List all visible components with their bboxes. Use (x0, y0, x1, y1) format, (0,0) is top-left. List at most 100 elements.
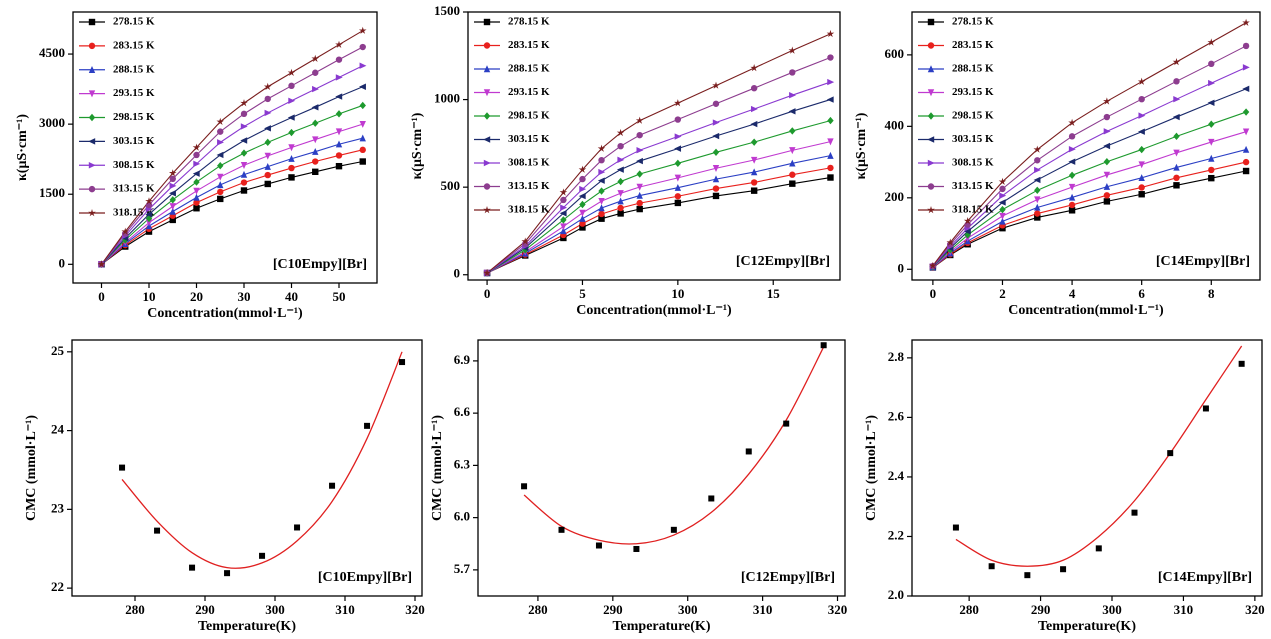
legend-label: 303.15 K (113, 135, 155, 147)
fit-curve (121, 351, 403, 569)
legend-marker (88, 209, 96, 217)
marker (636, 183, 643, 191)
data-point (259, 552, 266, 559)
marker (169, 203, 176, 211)
marker (750, 64, 758, 72)
marker (288, 82, 295, 90)
marker (1034, 210, 1041, 217)
annotation: [C12Empy][Br] (736, 254, 830, 269)
marker (750, 179, 758, 186)
marker (1172, 113, 1180, 121)
marker (1208, 174, 1215, 182)
marker (1138, 174, 1145, 182)
marker (359, 101, 366, 110)
marker (97, 260, 106, 268)
y-axis-label: CMC (mmol·L⁻¹) (864, 415, 879, 521)
marker (579, 220, 586, 227)
legend-marker (483, 183, 491, 190)
marker (193, 193, 200, 201)
data-point (119, 464, 126, 471)
legend-marker (927, 65, 935, 73)
marker (750, 168, 758, 176)
marker (359, 62, 367, 69)
marker (1138, 145, 1145, 154)
marker (193, 160, 201, 168)
data-point (558, 526, 565, 533)
legend-label: 283.15 K (508, 39, 550, 51)
marker (827, 151, 834, 159)
marker (193, 205, 200, 212)
marker (1103, 128, 1111, 135)
marker (193, 151, 200, 159)
legend-marker (927, 136, 935, 143)
legend-label: 288.15 K (952, 63, 994, 75)
marker (712, 81, 720, 89)
marker (750, 120, 758, 128)
legend-label: 308.15 K (113, 159, 155, 171)
legend-marker (88, 113, 96, 122)
marker (522, 246, 529, 254)
marker (963, 228, 971, 235)
marker (217, 181, 224, 189)
data-point (952, 524, 959, 531)
x-tick-label: 6 (1138, 286, 1145, 301)
marker (617, 156, 625, 164)
marker (240, 179, 248, 186)
x-tick-label: 0 (930, 286, 937, 301)
marker (617, 142, 624, 150)
marker (1173, 78, 1180, 85)
data-point (1060, 566, 1067, 573)
legend-marker (483, 18, 491, 26)
marker (216, 117, 225, 126)
marker (311, 54, 320, 62)
y-tick-label: 23 (51, 500, 65, 515)
marker (1173, 182, 1180, 189)
marker (750, 138, 758, 146)
series-line (486, 57, 831, 274)
marker (312, 136, 319, 144)
marker (929, 261, 937, 269)
y-tick-label: 6.0 (454, 509, 470, 524)
data-point (294, 524, 301, 531)
data-point (329, 482, 336, 489)
marker (636, 205, 643, 213)
marker (635, 116, 644, 124)
legend-label: 278.15 K (508, 16, 550, 28)
legend-label: 313.15 K (952, 180, 994, 192)
panel: 280 290 300 310 320 5.7 6.0 6.3 6.6 6.9 Temperatur… (430, 339, 847, 634)
marker (636, 170, 643, 178)
panel: 280 290 300 310 320 2.0 2.2 2.4 2.6 2.8 Temperatur… (864, 339, 1265, 634)
marker (1068, 193, 1076, 201)
marker (1068, 118, 1076, 127)
series-line (486, 155, 831, 274)
series-line (486, 141, 831, 274)
marker (560, 227, 567, 235)
marker (827, 78, 835, 86)
legend-marker (483, 136, 491, 143)
marker (712, 175, 720, 183)
marker (312, 119, 319, 127)
y-tick-label: 5.7 (454, 561, 471, 576)
marker (359, 83, 366, 90)
x-tick-label: 10 (143, 289, 156, 304)
marker (598, 156, 605, 164)
marker (359, 43, 366, 51)
series-line (932, 131, 1247, 268)
marker (287, 114, 295, 121)
marker (750, 187, 758, 194)
y-tick-label: 0 (59, 255, 66, 270)
legend-label: 288.15 K (508, 63, 550, 75)
series-line (486, 176, 831, 274)
marker (1103, 192, 1111, 199)
x-axis-label: Temperature(K) (1038, 619, 1136, 634)
marker (712, 165, 720, 172)
legend-marker (88, 162, 96, 169)
marker (240, 187, 248, 194)
marker (1173, 149, 1180, 157)
series-line (101, 30, 364, 265)
marker (826, 96, 834, 103)
panel: 0 2 4 6 8 0 200 400 600 Concentration(mmol·L⁻¹) κ(… (854, 11, 1261, 318)
y-axis-label: κ(μS·cm⁻¹) (410, 112, 425, 179)
marker (1103, 97, 1111, 105)
